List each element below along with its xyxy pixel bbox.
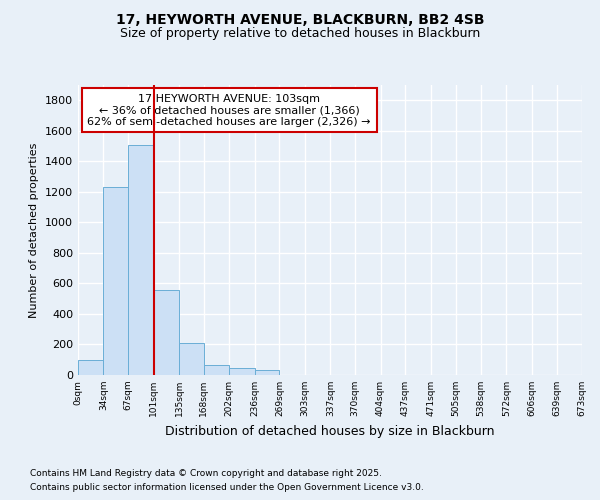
Text: Contains HM Land Registry data © Crown copyright and database right 2025.: Contains HM Land Registry data © Crown c… [30, 468, 382, 477]
Text: Contains public sector information licensed under the Open Government Licence v3: Contains public sector information licen… [30, 484, 424, 492]
Bar [154, 290, 179, 375]
Bar [78, 360, 103, 375]
Bar [229, 368, 255, 375]
Bar [103, 188, 128, 375]
Text: Size of property relative to detached houses in Blackburn: Size of property relative to detached ho… [120, 28, 480, 40]
Bar [204, 365, 229, 375]
Text: 17 HEYWORTH AVENUE: 103sqm
← 36% of detached houses are smaller (1,366)
62% of s: 17 HEYWORTH AVENUE: 103sqm ← 36% of deta… [88, 94, 371, 127]
Bar [255, 370, 280, 375]
Y-axis label: Number of detached properties: Number of detached properties [29, 142, 40, 318]
Text: 17, HEYWORTH AVENUE, BLACKBURN, BB2 4SB: 17, HEYWORTH AVENUE, BLACKBURN, BB2 4SB [116, 12, 484, 26]
Bar [179, 343, 204, 375]
X-axis label: Distribution of detached houses by size in Blackburn: Distribution of detached houses by size … [165, 424, 495, 438]
Bar [128, 144, 154, 375]
